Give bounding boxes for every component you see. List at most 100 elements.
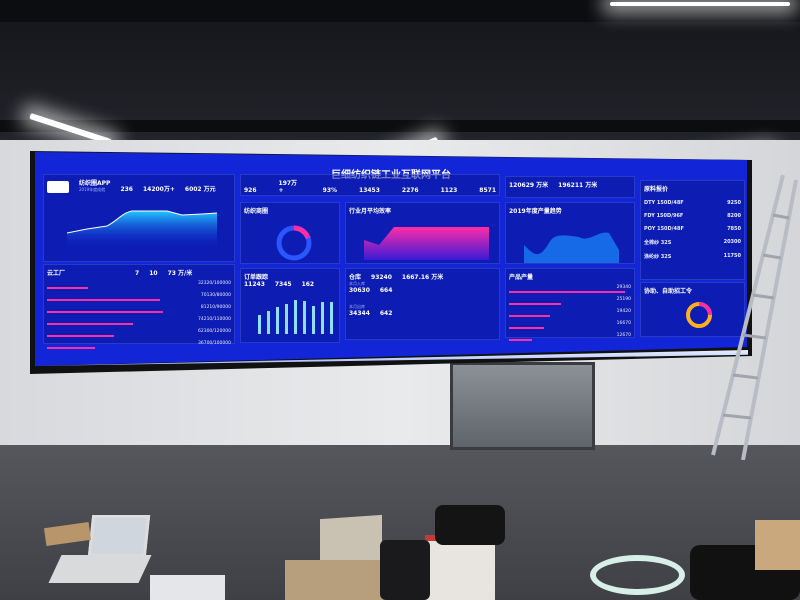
stat: 30630 — [349, 287, 370, 294]
area-chart — [524, 232, 619, 263]
factory-item: 70130/80000 — [47, 293, 231, 298]
stat: 196211 万米 — [558, 182, 598, 189]
app-sub: 2019年度成就 — [79, 187, 106, 192]
product-item: 16670 — [509, 321, 631, 326]
warehouse-panel: 仓库 93240 1667.16 万米 本月入库 30630 664 本月出库 343… — [345, 268, 500, 340]
factory-item: 74210/110000 — [47, 317, 231, 322]
backpack — [380, 540, 430, 600]
progress-bar — [509, 339, 533, 341]
material-name: 涤纶纱 32S — [644, 254, 672, 260]
factory-item: 32320/100000 — [47, 281, 231, 286]
stat: 34344 — [349, 310, 370, 317]
stat: 6002 万元 — [184, 186, 216, 193]
material-name: POY 150D/48F — [644, 226, 684, 232]
section-title: 原料报价 — [644, 186, 669, 193]
stat: 7 — [135, 270, 140, 277]
product-item: 29340 — [509, 285, 631, 290]
glass-door — [450, 362, 595, 450]
bar-mark — [294, 299, 297, 334]
price-row: FDY 150D/96F 8200 — [644, 213, 741, 219]
progress-bar — [47, 347, 95, 349]
section-title: 订单跟踪 — [244, 274, 269, 281]
progress-bar — [509, 291, 625, 293]
progress-bar — [509, 315, 550, 317]
stat: 236 — [120, 186, 133, 193]
material-price: 7850 — [727, 226, 741, 232]
product-item: 12670 — [509, 333, 631, 338]
cardboard-box — [755, 520, 800, 570]
app-panel: 纺织圈APP 2019年度成就 236 14200万+ 6002 万元 — [43, 174, 235, 262]
factory-item: 62300/120000 — [47, 329, 231, 334]
price-row: 涤纶纱 32S 11750 — [644, 253, 741, 260]
factory-value: 74210/110000 — [197, 317, 231, 322]
stat: 1123 — [440, 187, 458, 194]
product-item: 25190 — [509, 297, 631, 302]
stat: 162 — [301, 281, 315, 288]
factory-item: 81210/90000 — [47, 305, 231, 310]
factory-item: 36700/100000 — [47, 341, 231, 346]
material-price: 8200 — [727, 213, 741, 219]
stat: 642 — [379, 310, 393, 317]
material-name: FDY 150D/96F — [644, 213, 684, 219]
circle-panel: 纺织商圈 — [240, 202, 340, 264]
stat: 10 — [149, 270, 158, 277]
app-logo — [47, 181, 69, 193]
stat: 197万+ — [278, 180, 298, 194]
material-price: 9250 — [727, 200, 741, 206]
label: 本月出库 — [349, 304, 365, 309]
stat: 93% — [322, 187, 338, 194]
progress-bar — [47, 323, 134, 325]
section-title: 行业月平均效率 — [349, 208, 392, 215]
output-stats: 120629 万米 196211 万米 — [505, 176, 635, 198]
section-title: 协助、自助招工令 — [644, 288, 693, 295]
progress-bar — [509, 327, 544, 329]
black-bag — [435, 505, 505, 545]
products-panel: 产品产量 29340 25190 19420 16670 12670 — [505, 268, 635, 341]
cardboard-box — [285, 560, 395, 600]
label: 本月入库 — [349, 281, 365, 286]
donut-chart — [276, 225, 312, 261]
section-title: 2019年度产量趋势 — [509, 208, 562, 215]
stat: 73 万/米 — [167, 270, 193, 277]
stat: 11243 — [244, 281, 265, 288]
stat: 14200万+ — [142, 186, 175, 193]
product-value: 29340 — [616, 285, 631, 290]
material-name: 全棉纱 32S — [644, 240, 672, 246]
progress-bar — [47, 287, 89, 289]
area-chart — [66, 210, 218, 248]
stat: 8571 — [479, 187, 496, 194]
recruit-panel: 协助、自助招工令 — [640, 282, 745, 337]
bar-mark — [258, 315, 261, 334]
stat: 120629 万米 — [509, 182, 549, 189]
stat: 1667.16 万米 — [401, 274, 444, 281]
section-title: 云工厂 — [47, 270, 66, 277]
stat: 7345 — [274, 281, 292, 288]
area-chart — [364, 227, 489, 260]
efficiency-panel: 行业月平均效率 — [345, 202, 500, 264]
product-item: 19420 — [509, 309, 631, 314]
factory-panel: 云工厂 7 10 73 万/米 32320/100000 70130/80000 8… — [43, 264, 235, 349]
ladder — [711, 174, 798, 460]
product-value: 12670 — [616, 333, 631, 338]
factory-value: 70130/80000 — [200, 293, 231, 298]
price-row: DTY 150D/48F 9250 — [644, 200, 741, 206]
section-title: 仓库 — [349, 274, 362, 281]
ceiling-beam — [0, 120, 800, 132]
progress-bar — [47, 299, 161, 301]
bar-mark — [267, 311, 270, 334]
material-name: DTY 150D/48F — [644, 200, 684, 206]
bar-mark — [276, 307, 279, 334]
progress-bar — [47, 311, 163, 313]
laptop-keyboard — [48, 555, 152, 583]
ceiling-beam — [0, 0, 800, 22]
bar-mark — [330, 302, 333, 334]
material-price: 20300 — [723, 239, 741, 245]
factory-value: 62300/120000 — [197, 329, 231, 334]
price-row: POY 150D/48F 7850 — [644, 226, 741, 232]
material-price: 11750 — [723, 253, 741, 259]
stat: 2276 — [401, 187, 419, 194]
product-value: 19420 — [616, 309, 631, 314]
cable-coil — [590, 555, 685, 595]
trend-panel: 2019年度产量趋势 — [505, 202, 635, 264]
